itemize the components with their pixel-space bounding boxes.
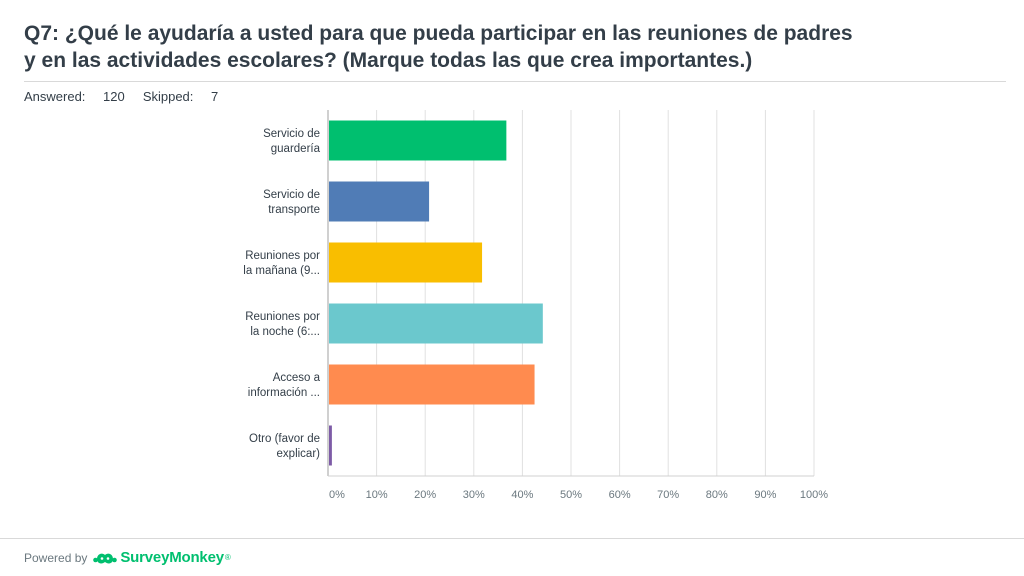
x-tick-label: 100% (800, 489, 828, 501)
category-label: Otro (favor de (249, 433, 320, 445)
surveymonkey-brand[interactable]: SurveyMonkey (120, 549, 224, 566)
category-label: guardería (271, 143, 321, 155)
x-tick-label: 70% (657, 489, 679, 501)
bar (329, 364, 535, 405)
footer-divider (0, 538, 1024, 539)
category-label: Servicio de (263, 189, 320, 201)
skipped-label: Skipped: (142, 89, 194, 104)
bar (329, 242, 483, 283)
title-line-2: y en las actividades escolares? (Marque … (24, 49, 753, 72)
bar (329, 425, 332, 466)
brand-registered-mark: ® (224, 553, 231, 562)
x-tick-label: 30% (463, 489, 485, 501)
category-label: Reuniones por (245, 311, 320, 323)
bar (329, 303, 543, 344)
x-tick-label: 40% (511, 489, 533, 501)
x-tick-label: 0% (329, 489, 345, 501)
skipped-count: 7 (211, 89, 219, 104)
bar-chart: 0% 10% 20% 30% 40% 50% 60% 70% 80% 90% 100% Servici… (243, 110, 828, 501)
bar (329, 181, 430, 222)
x-tick-label: 90% (754, 489, 776, 501)
x-tick-label: 60% (609, 489, 631, 501)
category-label: la noche (6:... (250, 326, 320, 338)
category-label: Reuniones por (245, 250, 320, 262)
surveymonkey-logo-icon[interactable] (93, 550, 118, 566)
category-label: explicar) (277, 448, 321, 460)
category-label: la mañana (9... (243, 265, 320, 277)
response-stats: Answered: 120 Skipped: 7 (24, 89, 218, 104)
answered-label: Answered: (24, 89, 86, 104)
category-label: transporte (268, 204, 320, 216)
title-line-1: Q7: ¿Qué le ayudaría a usted para que pu… (24, 22, 853, 45)
page-title: Q7: ¿Qué le ayudaría a usted para que pu… (24, 20, 984, 74)
category-label: información ... (248, 387, 320, 399)
x-tick-label: 50% (560, 489, 582, 501)
category-label: Acceso a (273, 372, 321, 384)
category-label: Servicio de (263, 128, 320, 140)
answered-count: 120 (103, 89, 125, 104)
bar (329, 120, 507, 161)
x-tick-label: 20% (414, 489, 436, 501)
x-tick-label: 80% (706, 489, 728, 501)
powered-by-text: Powered by (24, 550, 88, 565)
x-tick-label: 10% (366, 489, 388, 501)
title-divider (24, 81, 1006, 82)
footer: Powered by SurveyMonkey ® (24, 549, 231, 566)
